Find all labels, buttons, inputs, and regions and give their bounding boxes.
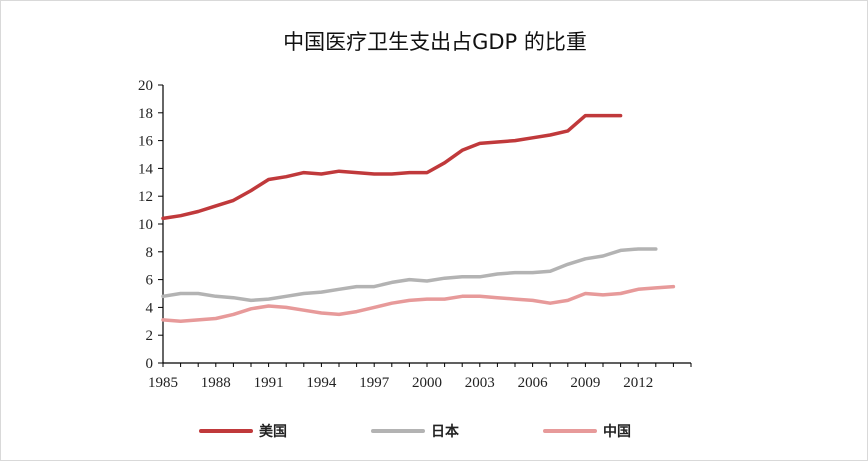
y-tick-group: 0 2 4 6 8 10 12 14 16 18 20 — [138, 78, 163, 372]
series-line-2 — [161, 284, 676, 324]
y-tick-label: 10 — [138, 217, 153, 233]
series-line-1 — [161, 247, 658, 303]
legend: 美国 日本 中国 — [199, 423, 631, 440]
y-tick-label: 0 — [146, 356, 154, 372]
x-tick-label: 2003 — [465, 375, 495, 391]
legend-label-1: 日本 — [431, 423, 460, 440]
x-tick-label: 1985 — [148, 375, 178, 391]
x-tick-label: 2000 — [412, 375, 442, 391]
x-tick-label: 2012 — [623, 375, 653, 391]
series-group — [161, 113, 676, 324]
y-tick-label: 2 — [146, 328, 154, 344]
y-tick-label: 18 — [138, 106, 153, 122]
y-tick-label: 4 — [146, 300, 154, 316]
legend-label-0: 美国 — [259, 423, 287, 440]
x-tick-group: 1985 1988 1991 1994 1997 2000 2003 2006 2009 2012 — [148, 363, 692, 391]
y-tick-label: 12 — [138, 189, 153, 205]
x-tick-label: 1994 — [306, 375, 337, 391]
y-tick-label: 16 — [138, 134, 154, 150]
x-tick-label: 2009 — [570, 375, 600, 391]
y-tick-label: 6 — [146, 273, 154, 289]
chart-title: 中国医疗卫生支出占GDP 的比重 — [283, 30, 587, 54]
y-tick-label: 8 — [146, 245, 154, 261]
x-tick-label: 1988 — [201, 375, 231, 391]
x-tick-label: 1991 — [254, 375, 284, 391]
x-tick-label: 1997 — [359, 375, 390, 391]
x-tick-label: 2006 — [518, 375, 549, 391]
series-line-0 — [161, 113, 623, 221]
y-tick-label: 20 — [138, 78, 153, 94]
y-tick-label: 14 — [138, 161, 154, 177]
legend-label-2: 中国 — [603, 423, 631, 440]
